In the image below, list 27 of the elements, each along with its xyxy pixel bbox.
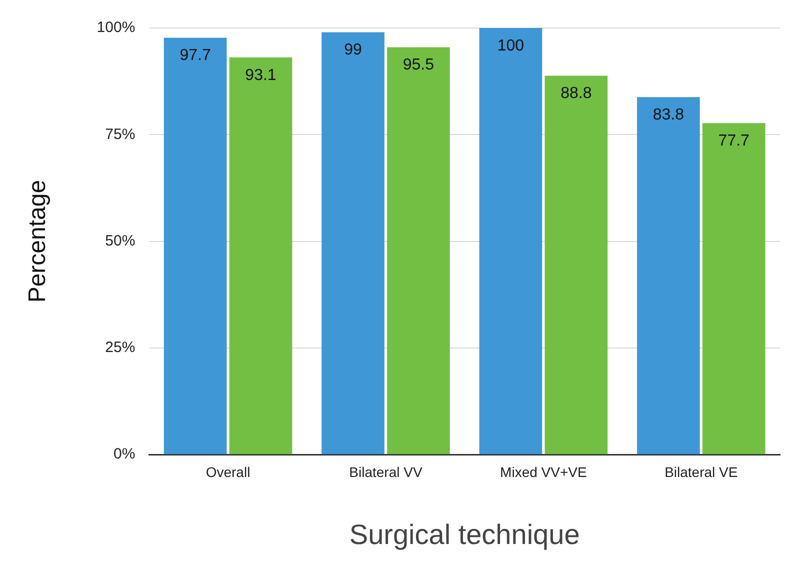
- bar: [702, 123, 766, 454]
- x-tick-label: Overall: [206, 464, 250, 480]
- y-tick-label: 75%: [105, 126, 136, 143]
- bar: [637, 97, 700, 454]
- y-tick-label: 0%: [113, 446, 136, 463]
- data-label: 93.1: [245, 66, 276, 84]
- data-label: 100: [497, 37, 524, 54]
- data-label: 99: [344, 42, 362, 59]
- bar: [229, 57, 292, 454]
- y-tick-label: 25%: [105, 339, 136, 356]
- x-tick-label: Bilateral VE: [664, 464, 738, 480]
- y-tick-label: 100%: [96, 19, 136, 36]
- bar: [544, 76, 608, 454]
- data-label: 77.7: [718, 132, 750, 150]
- data-label: 83.8: [652, 106, 684, 124]
- x-tick-label: Mixed VV+VE: [500, 464, 587, 480]
- data-label: 88.8: [560, 85, 592, 102]
- bar: [322, 32, 384, 454]
- bar: [479, 28, 542, 454]
- bar: [387, 47, 450, 454]
- y-axis-title: Percentage: [24, 180, 52, 303]
- y-tick-label: 50%: [105, 232, 136, 250]
- x-tick-label: Bilateral VV: [349, 464, 423, 480]
- data-label: 95.5: [402, 56, 434, 74]
- bar: [164, 38, 227, 454]
- data-label: 97.7: [180, 47, 211, 64]
- x-axis-title: Surgical technique: [349, 518, 580, 550]
